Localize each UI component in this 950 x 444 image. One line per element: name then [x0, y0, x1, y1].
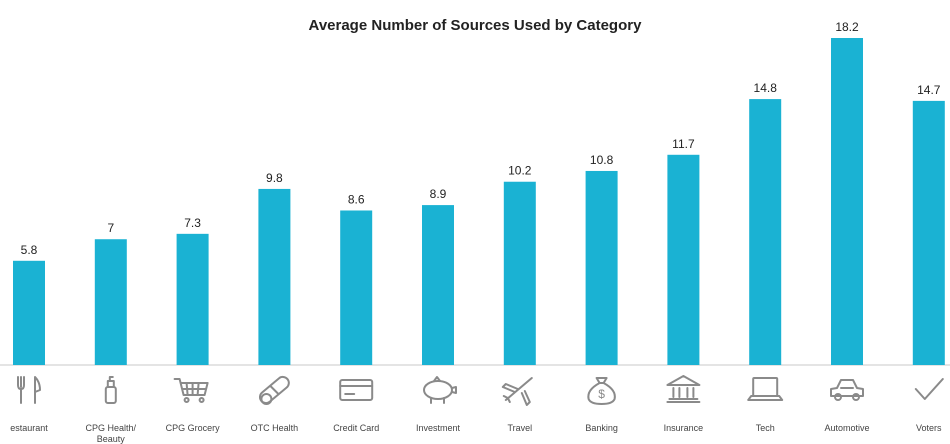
category-label: Investment [416, 423, 461, 433]
bar-value-label: 14.7 [917, 83, 941, 97]
category-label: OTC Health [251, 423, 299, 433]
value-labels-group: 5.8 7 7.3 9.8 8.6 8.9 10.2 10.8 11.7 14.8 18.2 14.7 [21, 20, 941, 257]
category-labels-group: estaurant CPG Health/Beauty CPG Grocery OTC… [10, 423, 942, 444]
bar-value-label: 14.8 [754, 81, 778, 95]
bars-group [13, 38, 945, 365]
category-label: CPG Grocery [166, 423, 221, 433]
bar-value-label: 11.7 [672, 137, 695, 151]
category-icons-group: $ [17, 375, 944, 406]
bar-value-label: 7 [107, 221, 114, 235]
pill-icon [258, 375, 290, 405]
laptop-icon [747, 377, 784, 401]
svg-text:$: $ [598, 387, 605, 401]
bank-icon [666, 375, 701, 403]
bar [749, 99, 782, 365]
bar-value-label: 10.8 [590, 153, 614, 167]
fork-knife-icon [17, 376, 41, 404]
bar-value-label: 18.2 [835, 20, 859, 34]
bar [912, 100, 945, 365]
bar [176, 233, 209, 365]
bar [258, 188, 291, 365]
category-label: Banking [585, 423, 618, 433]
shopping-cart-icon [173, 378, 209, 403]
category-label: Automotive [824, 423, 869, 433]
bar [667, 154, 700, 365]
category-label: Insurance [664, 423, 704, 433]
category-label: estaurant [10, 423, 48, 433]
category-label: Tech [756, 423, 775, 433]
chart-title: Average Number of Sources Used by Catego… [309, 17, 643, 34]
piggy-bank-icon [423, 376, 457, 404]
bar-value-label: 8.6 [348, 192, 365, 206]
credit-card-icon [339, 379, 374, 401]
bar [503, 181, 536, 365]
bar-value-label: 5.8 [21, 243, 38, 257]
bar [422, 205, 454, 365]
bar-value-label: 8.9 [430, 187, 447, 201]
airplane-icon [501, 377, 533, 406]
category-label: Travel [507, 423, 532, 433]
bar [94, 239, 127, 365]
bar-value-label: 10.2 [508, 164, 532, 178]
bar-value-label: 9.8 [266, 171, 283, 185]
money-bag-icon: $ [587, 377, 616, 405]
bar [585, 170, 618, 365]
bar-value-label: 7.3 [184, 216, 201, 230]
checkmark-icon [914, 378, 944, 400]
bar [340, 210, 373, 365]
category-label: Credit Card [333, 423, 379, 433]
car-icon [830, 379, 864, 401]
category-label: CPG Health/Beauty [86, 423, 137, 444]
category-label: Voters [916, 423, 942, 433]
bottle-icon [104, 376, 117, 404]
bar [831, 38, 863, 365]
bar [13, 260, 45, 365]
